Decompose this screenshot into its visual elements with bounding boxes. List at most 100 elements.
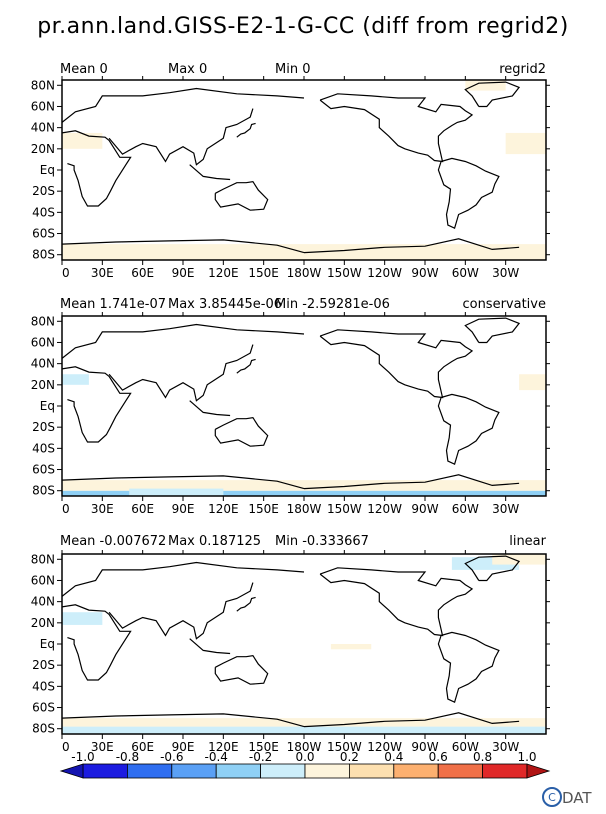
x-tick-label: 180W [287, 502, 322, 516]
y-tick-label: 20N [31, 378, 55, 392]
x-tick-label: 30W [492, 740, 519, 754]
y-tick-label: 60S [32, 227, 55, 241]
coastline [319, 567, 474, 637]
method-label: regrid2 [499, 62, 546, 77]
coastline [61, 561, 305, 597]
map-plot: 80N 60N 40N 20N Eq 20S 40S 60S 80S 0 30E 60E 90E 120E… [31, 550, 550, 754]
y-tick-label: 20S [32, 184, 55, 198]
map-plot: 80N 60N 40N 20N Eq 20S 40S 60S 80S 0 30E 60E 90E 120E… [31, 76, 550, 280]
map-panel-conservative: Mean 1.741e-07 Max 3.85445e-06 Min -2.59… [0, 296, 606, 526]
y-tick-label: 40S [32, 441, 55, 455]
y-tick-label: 80S [32, 722, 55, 736]
coastline [61, 239, 305, 254]
colorbar-bin [127, 763, 173, 779]
y-tick-label: Eq [40, 637, 55, 651]
coastline [61, 475, 305, 490]
cdat-logo: C DAT [540, 784, 604, 810]
x-tick-label: 30E [91, 502, 114, 516]
y-tick-label: 40N [31, 357, 55, 371]
y-tick-label: 80N [31, 314, 55, 328]
heatmap-cells [62, 374, 546, 496]
coastline [303, 712, 520, 728]
coastlines [61, 81, 521, 254]
x-tick-label: 30W [492, 266, 519, 280]
x-tick-label: 90E [172, 266, 195, 280]
x-tick-label: 150E [248, 266, 279, 280]
coastline [214, 416, 269, 447]
coastline [189, 638, 231, 655]
colorbar-tick-label: -1.0 [71, 750, 94, 764]
colorbar-bin [304, 763, 350, 779]
map-plot: 80N 60N 40N 20N Eq 20S 40S 60S 80S 0 30E 60E 90E 120E… [31, 312, 550, 516]
colorbar-tick-label: -0.6 [160, 750, 183, 764]
y-tick-label: 60N [31, 573, 55, 587]
colorbar-extend-high [526, 763, 551, 779]
x-tick-label: 60W [452, 740, 479, 754]
max-label: Max 0.187125 [168, 534, 262, 549]
colorbar-tick-label: 0.6 [429, 750, 448, 764]
y-tick-label: 20S [32, 420, 55, 434]
coastline [108, 582, 254, 640]
y-tick-label: 40N [31, 121, 55, 135]
coastline [236, 358, 256, 374]
colorbar-tick-label: 0.4 [384, 750, 403, 764]
x-tick-label: 120W [367, 740, 402, 754]
x-tick-label: 90W [411, 502, 438, 516]
y-tick-label: Eq [40, 399, 55, 413]
min-label: Min -2.59281e-06 [275, 297, 390, 312]
colorbar-tick-label: -0.4 [204, 750, 227, 764]
colorbar-tick-label: 1.0 [517, 750, 536, 764]
coastline [464, 81, 521, 108]
method-label: linear [509, 534, 546, 549]
coastline [108, 344, 254, 402]
logo-text: DAT [562, 789, 592, 807]
y-tick-label: 80S [32, 248, 55, 262]
coastline [319, 329, 474, 399]
y-tick-label: 60N [31, 99, 55, 113]
coastline [464, 317, 521, 344]
logo-mark: C [548, 791, 556, 804]
colorbar-bin [437, 763, 484, 779]
coastlines [61, 555, 521, 728]
plot-frame [61, 315, 547, 497]
y-tick-label: 40S [32, 205, 55, 219]
x-tick-label: 0 [62, 740, 70, 754]
heatmap-cell [62, 374, 89, 385]
y-tick-label: 20N [31, 616, 55, 630]
x-tick-label: 180W [287, 266, 322, 280]
colorbar-tick-label: -0.8 [116, 750, 139, 764]
plot-frame [61, 553, 547, 735]
heatmap-cell [492, 554, 546, 565]
coastline [61, 87, 305, 123]
x-tick-label: 0 [62, 266, 70, 280]
colorbar-bin [171, 763, 217, 779]
x-tick-label: 120E [208, 266, 239, 280]
coastline [437, 631, 500, 704]
x-tick-label: 180W [287, 740, 322, 754]
coastline [236, 122, 256, 138]
heatmap-cell [330, 644, 372, 650]
heatmap-cell [62, 726, 546, 734]
x-tick-label: 0 [62, 502, 70, 516]
colorbar: -1.0 -0.8 -0.6 -0.4 -0.2 0.0 0.2 0.4 0.6 0.8 1.0 [59, 750, 551, 779]
x-tick-label: 120W [367, 266, 402, 280]
y-tick-label: 40N [31, 595, 55, 609]
coastline [236, 596, 256, 612]
colorbar-bin [393, 763, 439, 779]
x-tick-label: 150E [248, 502, 279, 516]
x-tick-label: 90E [172, 502, 195, 516]
min-label: Min -0.333667 [275, 534, 369, 549]
mean-label: Mean -0.007672 [60, 534, 167, 549]
heatmap-cell [519, 374, 546, 391]
heatmap-cell [129, 488, 224, 496]
x-tick-label: 120W [367, 502, 402, 516]
colorbar-bin [348, 763, 395, 779]
x-tick-label: 30E [91, 266, 114, 280]
coastline [437, 393, 500, 466]
coastline [189, 400, 231, 417]
plot-title: pr.ann.land.GISS-E2-1-G-CC (diff from re… [37, 14, 569, 39]
coastline [303, 474, 520, 490]
x-tick-label: 90W [411, 266, 438, 280]
heatmap-cell [465, 80, 506, 91]
coastline [61, 130, 132, 207]
